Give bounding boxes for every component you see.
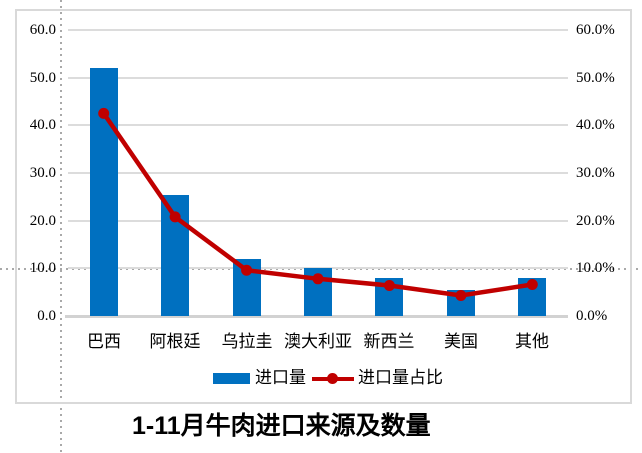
- bar-7[interactable]: [518, 278, 546, 316]
- bar-4[interactable]: [304, 268, 332, 316]
- gridline: [68, 77, 568, 79]
- category-label: 美国: [444, 332, 478, 351]
- gridline: [68, 29, 568, 31]
- y-axis-tick-label-left: 40.0: [29, 117, 56, 133]
- line-series-swatch-icon[interactable]: [312, 372, 354, 385]
- y-axis-tick-label-left: 0.0: [37, 308, 56, 324]
- bar-2[interactable]: [161, 195, 189, 316]
- page-break-line-vertical: [60, 0, 62, 453]
- y-axis-tick-label-right: 20.0%: [576, 213, 615, 229]
- y-axis-tick-label-right: 10.0%: [576, 260, 615, 276]
- y-axis-tick-label-left: 10.0: [29, 260, 56, 276]
- y-axis-tick-label-left: 50.0: [29, 70, 56, 86]
- gridline: [68, 124, 568, 126]
- gridline: [68, 172, 568, 174]
- y-axis-tick-label-left: 20.0: [29, 213, 56, 229]
- category-label: 阿根廷: [149, 332, 201, 351]
- legend-label-import-share[interactable]: 进口量占比: [358, 368, 443, 387]
- legend: 进口量 进口量占比: [213, 367, 443, 389]
- category-label: 其他: [515, 332, 549, 351]
- bar-1[interactable]: [90, 68, 118, 316]
- y-axis-tick-label-right: 30.0%: [576, 165, 615, 181]
- y-axis-tick-label-right: 0.0%: [576, 308, 608, 324]
- category-label: 巴西: [87, 332, 121, 351]
- legend-dot-glyph: [327, 372, 338, 384]
- y-axis-tick-label-right: 50.0%: [576, 70, 615, 86]
- bar-3[interactable]: [233, 259, 261, 316]
- gridline: [68, 220, 568, 222]
- chart-area-border: [15, 9, 632, 404]
- bar-series-swatch-icon[interactable]: [213, 372, 250, 384]
- category-label: 新西兰: [363, 332, 415, 351]
- y-axis-tick-label-left: 30.0: [29, 165, 56, 181]
- bar-6[interactable]: [447, 290, 475, 316]
- chart-title: 1-11月牛肉进口来源及数量: [132, 412, 431, 440]
- x-axis-line: [65, 315, 568, 318]
- category-label: 乌拉圭: [221, 332, 273, 351]
- bar-5[interactable]: [375, 278, 403, 316]
- y-axis-tick-label-left: 60.0: [29, 22, 56, 38]
- y-axis-tick-label-right: 40.0%: [576, 117, 615, 133]
- legend-label-import-volume[interactable]: 进口量: [255, 368, 306, 387]
- y-axis-tick-label-right: 60.0%: [576, 22, 615, 38]
- category-label: 澳大利亚: [284, 332, 352, 351]
